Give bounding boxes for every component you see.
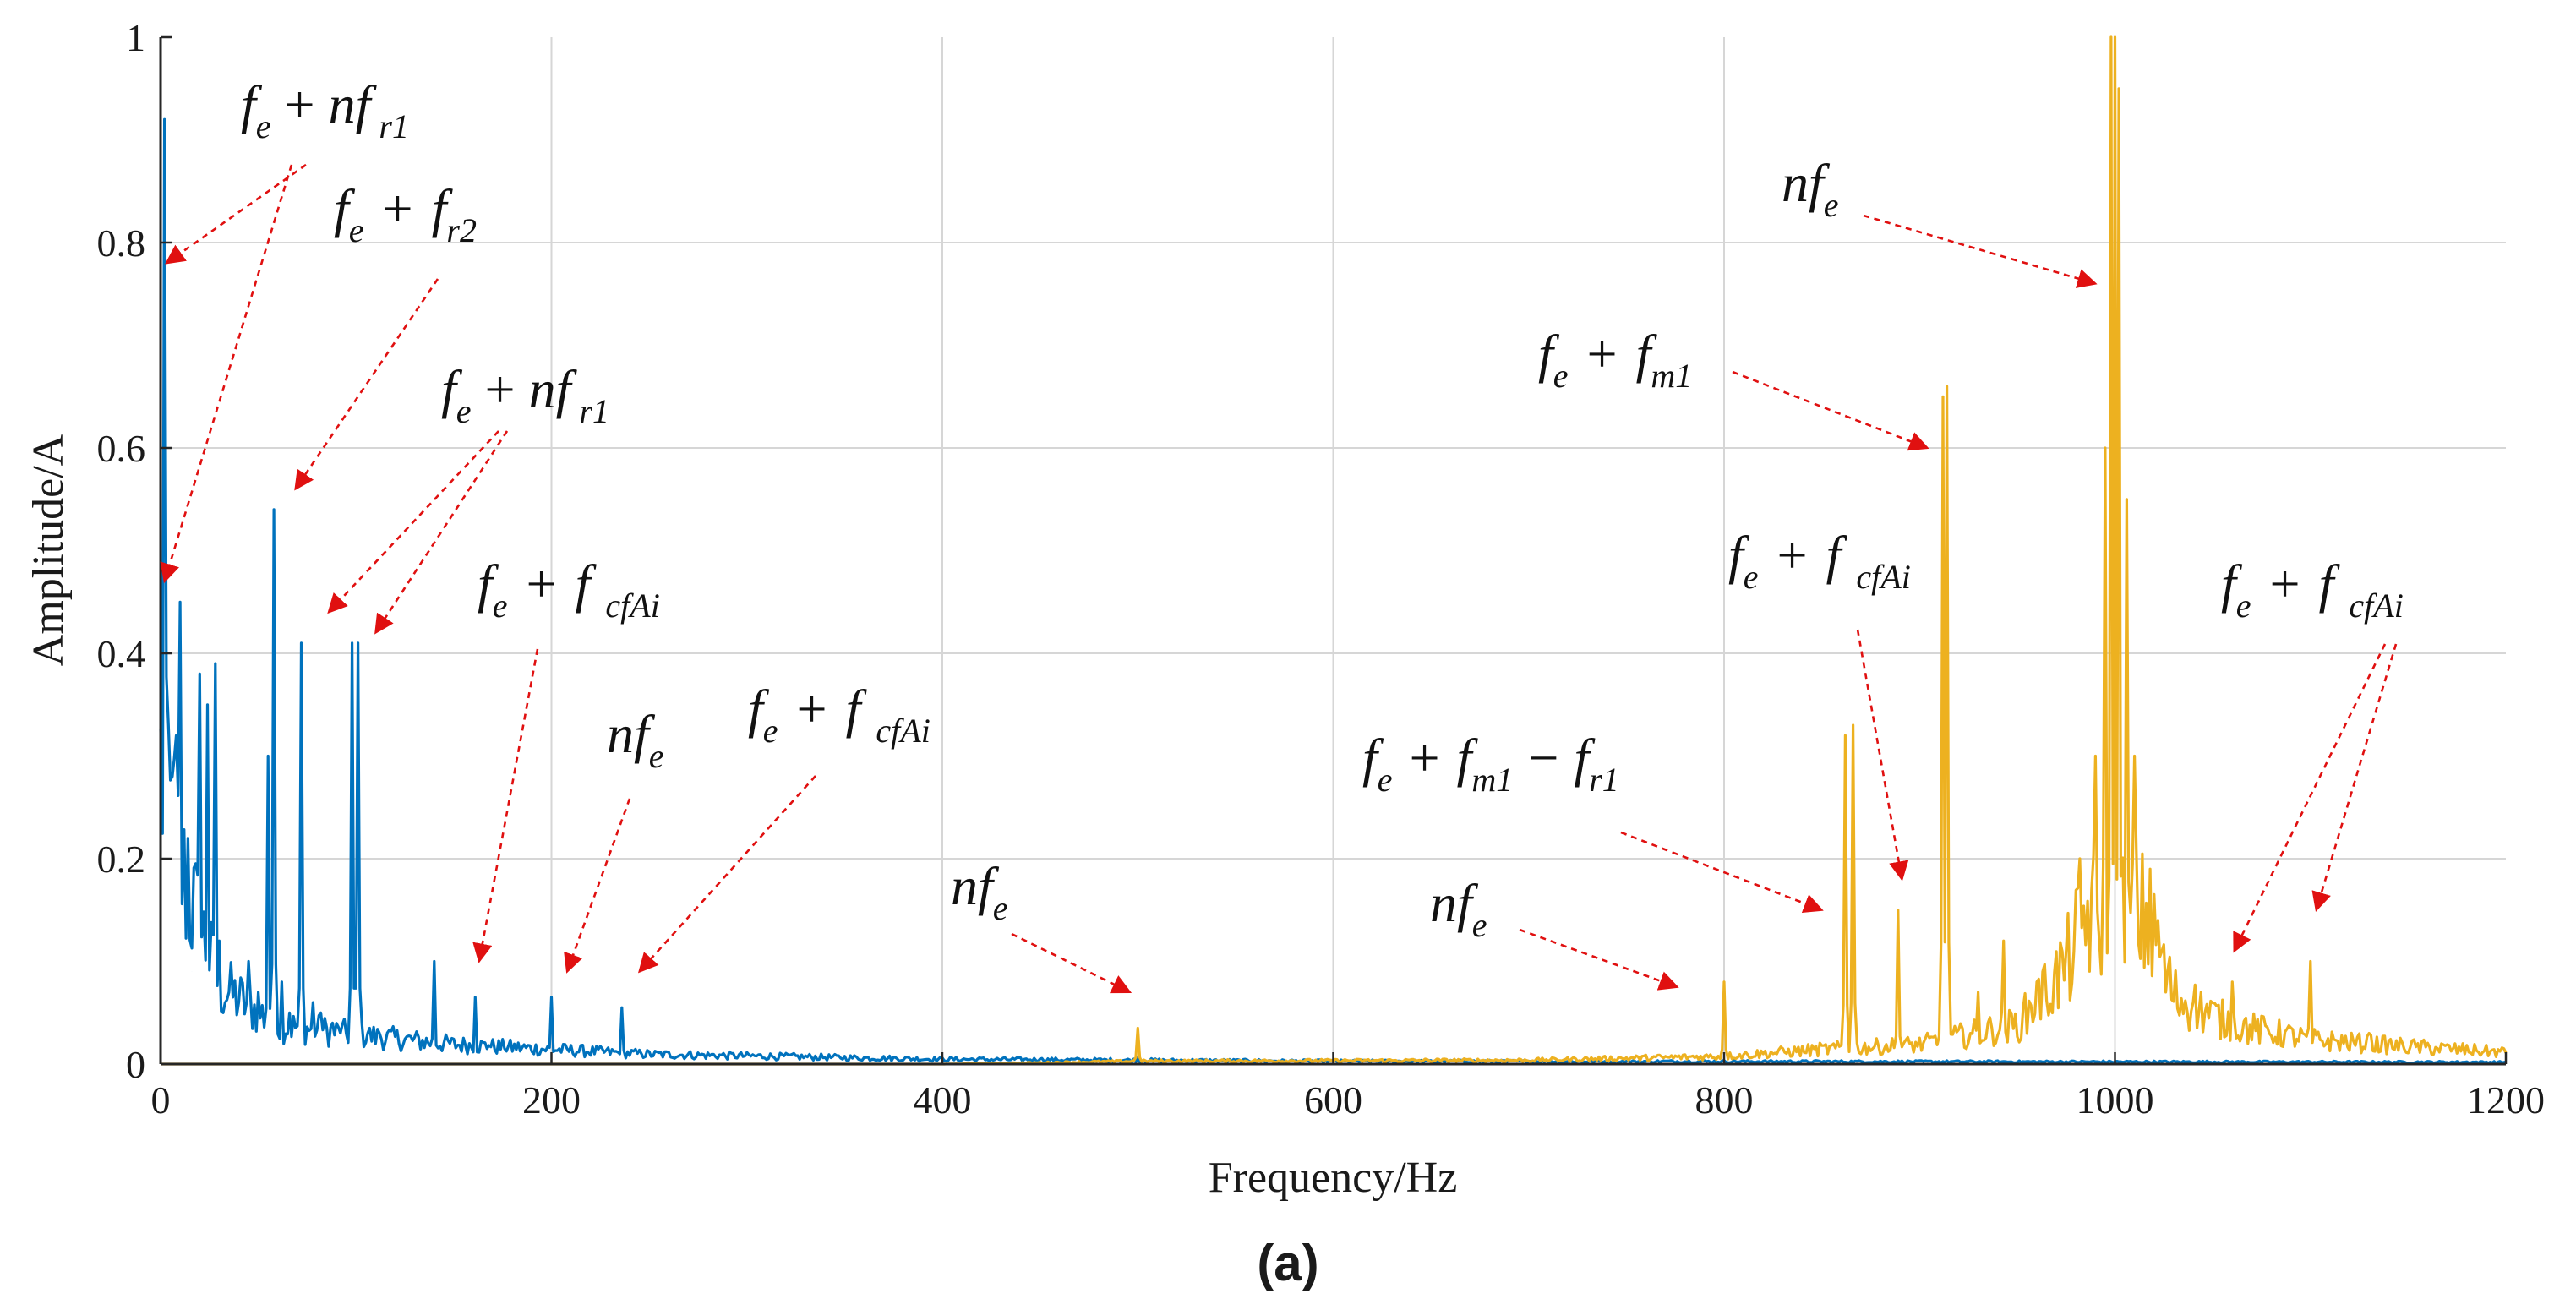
- y-axis-label: Amplitude/A: [25, 434, 73, 666]
- annotation-arrow: [374, 430, 509, 635]
- annotation-arrow: [472, 648, 539, 963]
- annotation-arrow: [1856, 629, 1909, 882]
- annotation-label: nfe: [951, 856, 1008, 927]
- annotation-arrow: [2233, 643, 2387, 953]
- x-axis-label: Frequency/Hz: [1209, 1154, 1458, 1202]
- annotation-label: nfe: [1430, 873, 1487, 944]
- annotation-arrow: [1011, 932, 1132, 994]
- x-tick-label: 200: [522, 1078, 581, 1122]
- svg-text:nfe: nfe: [607, 704, 664, 775]
- y-tick-label: 0: [126, 1043, 145, 1086]
- y-tick-label: 1: [126, 16, 145, 59]
- y-tick-label: 0.6: [97, 427, 146, 470]
- y-tick-label: 0.2: [97, 838, 146, 881]
- annotation-label: nfe: [1782, 153, 1839, 224]
- svg-text:fe+fm1−fr1: fe + fm1− fr1: [1362, 728, 1619, 799]
- annotation-arrow: [160, 164, 293, 584]
- x-tick-label: 1000: [2077, 1078, 2154, 1122]
- svg-text:nfe: nfe: [1430, 873, 1487, 944]
- annotation-arrow: [1863, 214, 2098, 288]
- x-tick-label: 0: [151, 1078, 171, 1122]
- y-tick-label: 0.4: [97, 632, 146, 675]
- annotation-arrow: [2311, 643, 2398, 912]
- annotation-arrows: [160, 163, 2398, 994]
- figure-caption: (a): [1257, 1235, 1318, 1291]
- x-tick-label: 400: [914, 1078, 972, 1122]
- tick-labels: 0 200 400 600 800 1000 1200 0 0.2 0.4 0.6 0.8 1: [97, 16, 2546, 1122]
- annotation-label: fe + nf r1: [441, 359, 609, 430]
- axes: [159, 35, 2508, 1066]
- svg-text:nfe: nfe: [951, 856, 1008, 927]
- annotation-arrow: [294, 278, 439, 491]
- annotation-arrow: [1620, 831, 1824, 914]
- annotation-arrow: [1732, 370, 1929, 451]
- annotation-arrow: [564, 798, 631, 974]
- x-tick-label: 1200: [2467, 1078, 2545, 1122]
- annotation-label: nfe: [607, 704, 664, 775]
- annotation-label: fe + fm1− fr1: [1362, 728, 1619, 799]
- x-tick-label: 800: [1695, 1078, 1754, 1122]
- annotation-label: fe + f cfAi: [748, 679, 931, 750]
- annotation-arrow: [327, 430, 499, 614]
- y-tick-label: 0.8: [97, 221, 146, 265]
- svg-text:nfe: nfe: [1782, 153, 1839, 224]
- x-tick-label: 600: [1304, 1078, 1362, 1122]
